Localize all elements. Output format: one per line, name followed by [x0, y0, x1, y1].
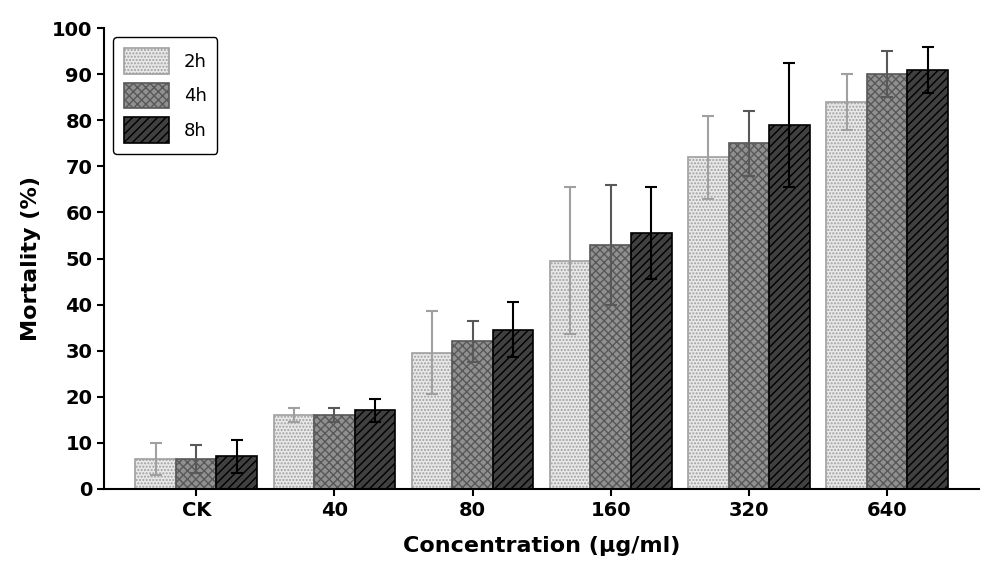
Bar [452, 342, 493, 489]
Bar [550, 261, 590, 489]
Bar [355, 410, 395, 489]
Bar [867, 74, 907, 489]
Bar [412, 353, 452, 489]
Bar [135, 459, 176, 489]
Bar [590, 245, 631, 489]
X-axis label: Concentration (μg/ml): Concentration (μg/ml) [403, 536, 680, 556]
Bar [314, 415, 355, 489]
Legend: 2h, 4h, 8h: 2h, 4h, 8h [113, 38, 217, 153]
Bar [493, 330, 533, 489]
Y-axis label: Mortality (%): Mortality (%) [21, 176, 41, 341]
Bar [729, 144, 769, 489]
Bar [688, 158, 729, 489]
Bar [826, 102, 867, 489]
Bar [216, 456, 257, 489]
Bar [274, 415, 314, 489]
Bar [176, 459, 216, 489]
Bar [907, 70, 948, 489]
Bar [769, 125, 810, 489]
Bar [631, 233, 672, 489]
